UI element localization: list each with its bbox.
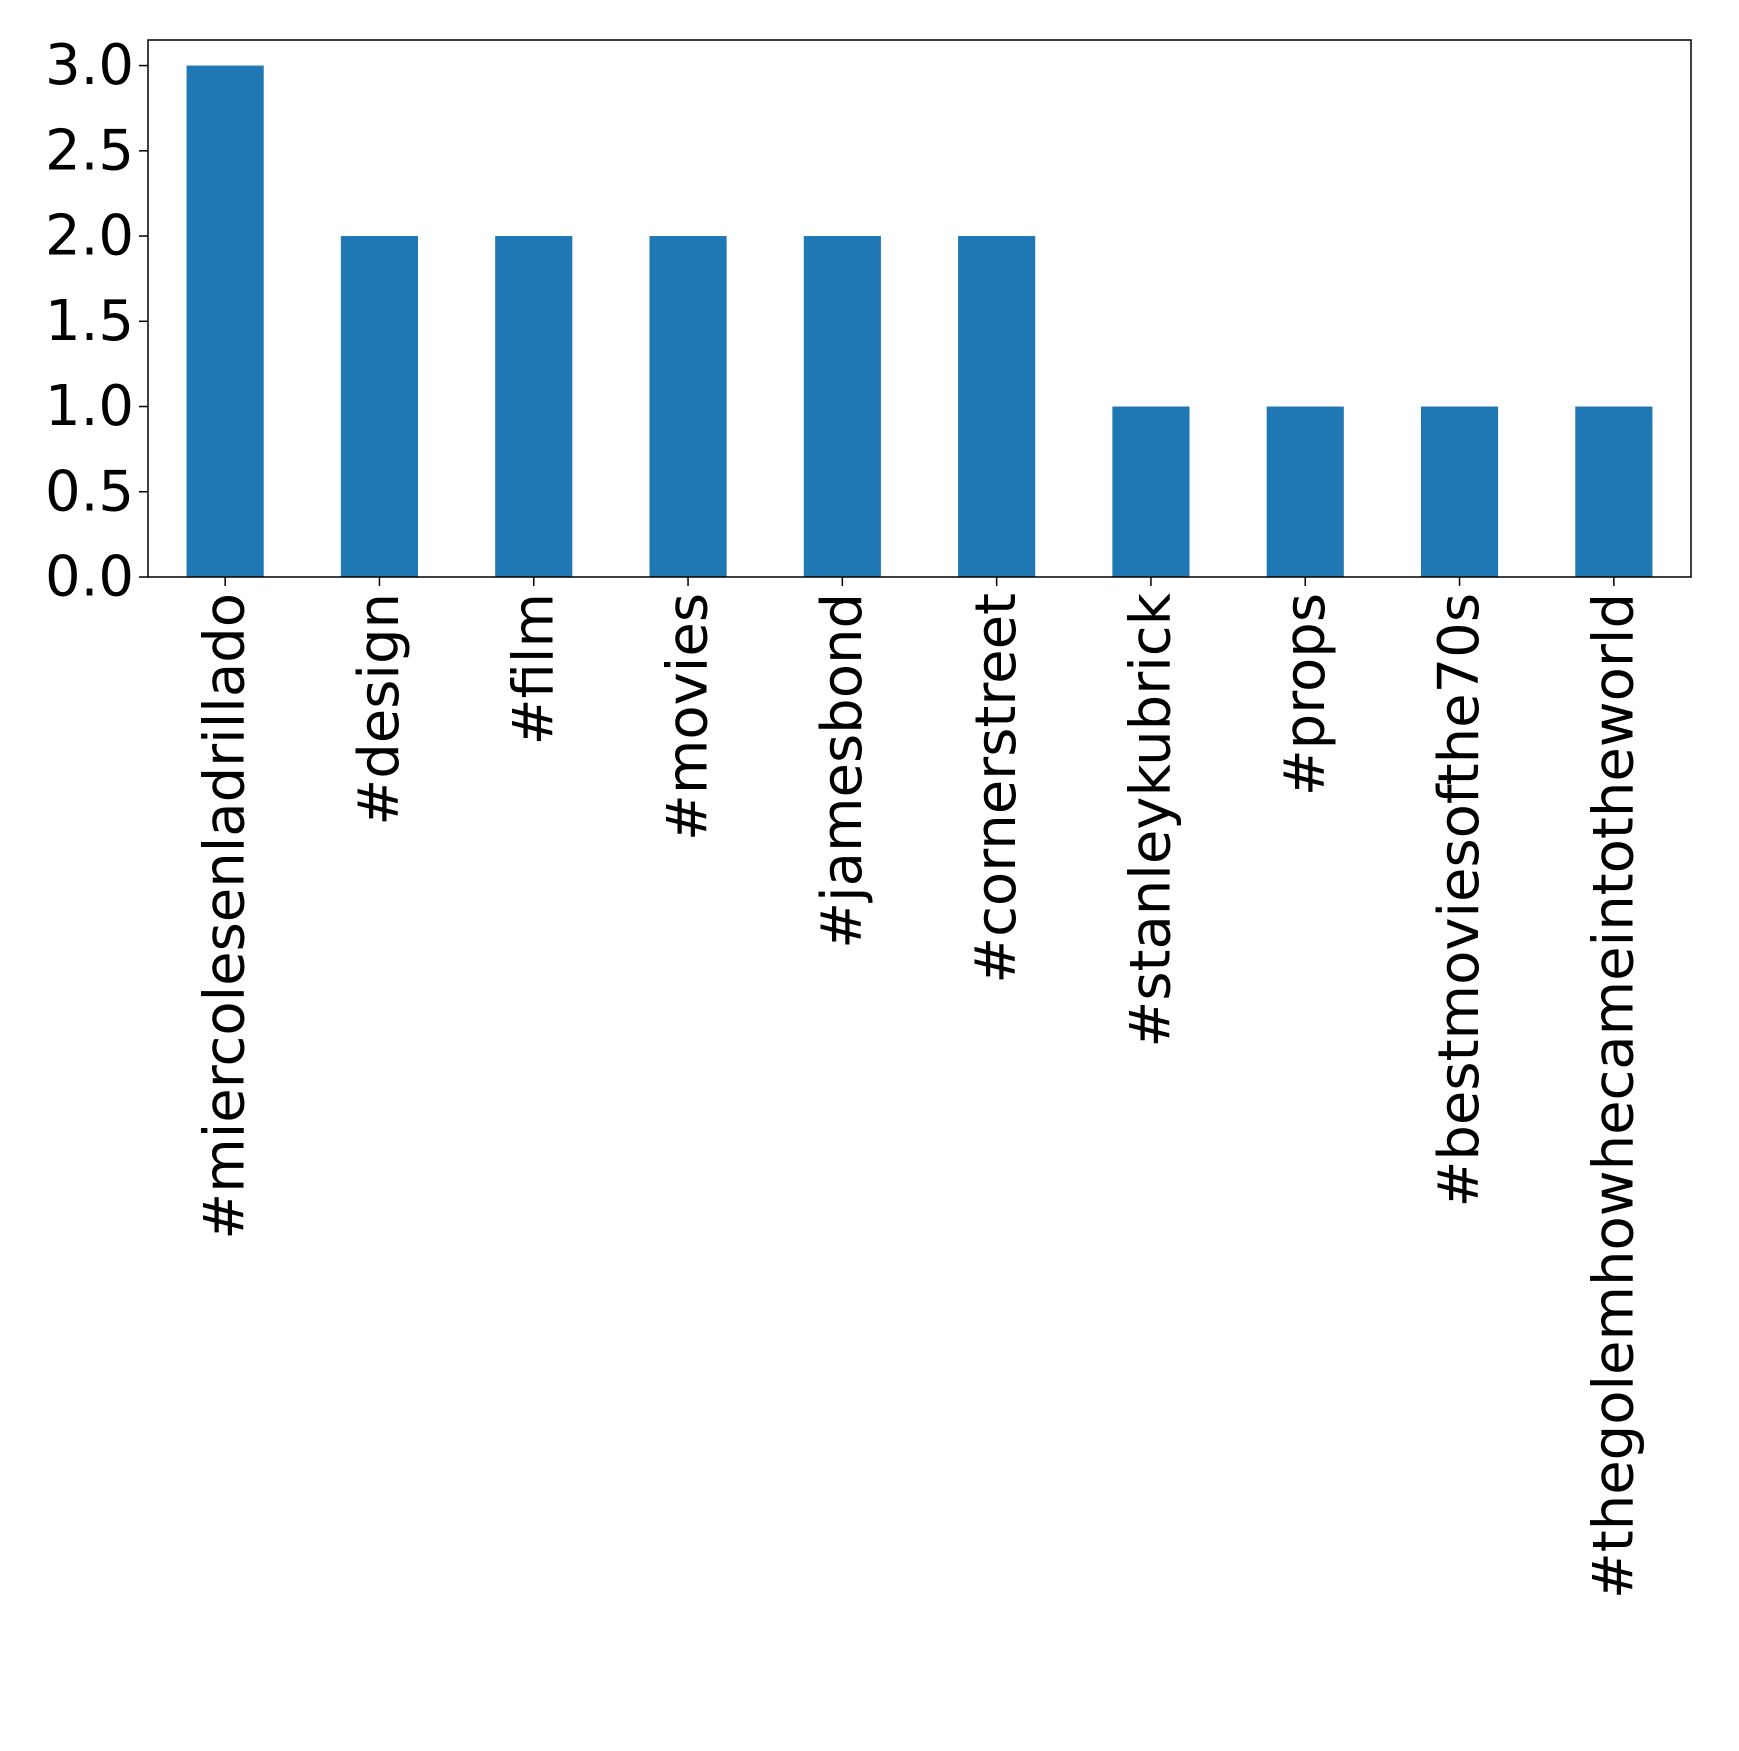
- y-tick-label: 2.5: [45, 118, 134, 183]
- bar: [340, 236, 419, 578]
- x-tick-label: #cornerstreet: [964, 593, 1029, 984]
- y-tick-label: 1.5: [45, 289, 134, 354]
- y-axis-ticks: 0.0 0.5 1.0 1.5 2.0 2.5 3.0: [45, 33, 148, 610]
- x-tick-label: #movies: [656, 593, 721, 841]
- bar: [649, 236, 727, 578]
- bar: [1575, 406, 1653, 577]
- bar: [495, 236, 573, 578]
- x-tick-label: #props: [1273, 593, 1338, 796]
- bar: [803, 236, 881, 578]
- y-tick-label: 1.0: [45, 374, 134, 439]
- x-axis-ticks: #miercolesenladrillado #design #film #movie…: [193, 577, 1646, 1599]
- plot-area-frame: [147, 39, 1692, 578]
- x-tick-label: #design: [347, 593, 412, 826]
- bars-group: [186, 65, 1653, 578]
- bar: [186, 65, 264, 578]
- x-tick-label: #bestmoviesofthe70s: [1427, 593, 1492, 1208]
- x-tick-label: #jamesbond: [810, 593, 875, 949]
- y-tick-label: 0.0: [45, 545, 134, 610]
- y-tick-label: 3.0: [45, 33, 134, 98]
- y-tick-label: 0.5: [45, 459, 134, 524]
- y-tick-label: 2.0: [45, 204, 134, 269]
- bar: [1266, 406, 1344, 577]
- bar: [1420, 406, 1499, 577]
- bar: [1112, 406, 1190, 577]
- x-tick-label: #thegolemhowhecameintotheworld: [1581, 593, 1646, 1599]
- x-tick-label: #stanleykubrick: [1118, 592, 1183, 1047]
- x-tick-label: #film: [501, 593, 566, 745]
- x-tick-label: #miercolesenladrillado: [193, 593, 258, 1240]
- bar: [958, 236, 1036, 578]
